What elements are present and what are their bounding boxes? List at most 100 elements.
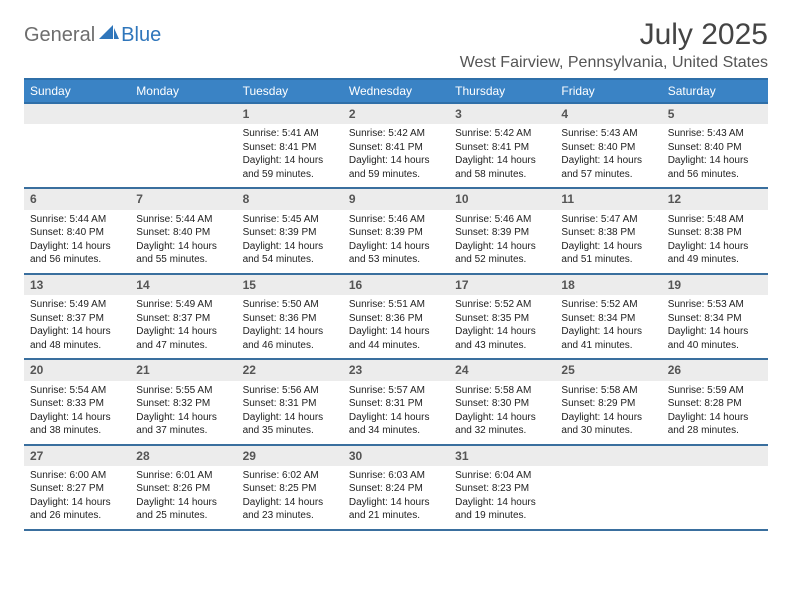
day-number: 5 bbox=[662, 104, 768, 124]
day-content: Sunrise: 5:45 AMSunset: 8:39 PMDaylight:… bbox=[237, 210, 343, 273]
day-number: 26 bbox=[662, 360, 768, 380]
day-cell-empty bbox=[130, 104, 236, 187]
sunrise-line: Sunrise: 5:46 AM bbox=[349, 213, 445, 227]
sunset-line: Sunset: 8:40 PM bbox=[668, 141, 764, 155]
header: General Blue July 2025 West Fairview, Pe… bbox=[24, 18, 768, 72]
daylight-line: Daylight: 14 hours and 28 minutes. bbox=[668, 411, 764, 438]
calendar-page: General Blue July 2025 West Fairview, Pe… bbox=[0, 0, 792, 531]
day-cell: 8Sunrise: 5:45 AMSunset: 8:39 PMDaylight… bbox=[237, 189, 343, 272]
daylight-line: Daylight: 14 hours and 32 minutes. bbox=[455, 411, 551, 438]
sunset-line: Sunset: 8:39 PM bbox=[243, 226, 339, 240]
day-number bbox=[555, 446, 661, 466]
daylight-line: Daylight: 14 hours and 35 minutes. bbox=[243, 411, 339, 438]
day-number: 24 bbox=[449, 360, 555, 380]
day-number: 19 bbox=[662, 275, 768, 295]
sunrise-line: Sunrise: 5:46 AM bbox=[455, 213, 551, 227]
day-cell: 9Sunrise: 5:46 AMSunset: 8:39 PMDaylight… bbox=[343, 189, 449, 272]
sunrise-line: Sunrise: 5:55 AM bbox=[136, 384, 232, 398]
day-content: Sunrise: 5:44 AMSunset: 8:40 PMDaylight:… bbox=[24, 210, 130, 273]
day-cell: 27Sunrise: 6:00 AMSunset: 8:27 PMDayligh… bbox=[24, 446, 130, 529]
day-number: 27 bbox=[24, 446, 130, 466]
day-cell: 15Sunrise: 5:50 AMSunset: 8:36 PMDayligh… bbox=[237, 275, 343, 358]
sunset-line: Sunset: 8:33 PM bbox=[30, 397, 126, 411]
day-content: Sunrise: 5:43 AMSunset: 8:40 PMDaylight:… bbox=[555, 124, 661, 187]
day-cell: 12Sunrise: 5:48 AMSunset: 8:38 PMDayligh… bbox=[662, 189, 768, 272]
day-number: 21 bbox=[130, 360, 236, 380]
day-content: Sunrise: 5:56 AMSunset: 8:31 PMDaylight:… bbox=[237, 381, 343, 444]
weekday-header-cell: Thursday bbox=[449, 80, 555, 102]
day-content: Sunrise: 5:46 AMSunset: 8:39 PMDaylight:… bbox=[449, 210, 555, 273]
day-cell: 31Sunrise: 6:04 AMSunset: 8:23 PMDayligh… bbox=[449, 446, 555, 529]
daylight-line: Daylight: 14 hours and 54 minutes. bbox=[243, 240, 339, 267]
day-number: 8 bbox=[237, 189, 343, 209]
sunset-line: Sunset: 8:40 PM bbox=[136, 226, 232, 240]
sunset-line: Sunset: 8:29 PM bbox=[561, 397, 657, 411]
week-row: 1Sunrise: 5:41 AMSunset: 8:41 PMDaylight… bbox=[24, 104, 768, 189]
logo-sail-icon bbox=[99, 25, 119, 39]
week-row: 20Sunrise: 5:54 AMSunset: 8:33 PMDayligh… bbox=[24, 360, 768, 445]
day-content: Sunrise: 5:51 AMSunset: 8:36 PMDaylight:… bbox=[343, 295, 449, 358]
sunrise-line: Sunrise: 6:00 AM bbox=[30, 469, 126, 483]
location-text: West Fairview, Pennsylvania, United Stat… bbox=[460, 54, 768, 72]
week-row: 27Sunrise: 6:00 AMSunset: 8:27 PMDayligh… bbox=[24, 446, 768, 531]
daylight-line: Daylight: 14 hours and 44 minutes. bbox=[349, 325, 445, 352]
day-cell: 18Sunrise: 5:52 AMSunset: 8:34 PMDayligh… bbox=[555, 275, 661, 358]
day-content: Sunrise: 5:54 AMSunset: 8:33 PMDaylight:… bbox=[24, 381, 130, 444]
day-number: 18 bbox=[555, 275, 661, 295]
weekday-header-cell: Saturday bbox=[662, 80, 768, 102]
day-cell: 23Sunrise: 5:57 AMSunset: 8:31 PMDayligh… bbox=[343, 360, 449, 443]
sunset-line: Sunset: 8:41 PM bbox=[455, 141, 551, 155]
day-content: Sunrise: 6:00 AMSunset: 8:27 PMDaylight:… bbox=[24, 466, 130, 529]
day-cell: 19Sunrise: 5:53 AMSunset: 8:34 PMDayligh… bbox=[662, 275, 768, 358]
day-cell: 3Sunrise: 5:42 AMSunset: 8:41 PMDaylight… bbox=[449, 104, 555, 187]
sunset-line: Sunset: 8:38 PM bbox=[668, 226, 764, 240]
sunset-line: Sunset: 8:37 PM bbox=[30, 312, 126, 326]
day-number: 2 bbox=[343, 104, 449, 124]
sunset-line: Sunset: 8:25 PM bbox=[243, 482, 339, 496]
sunset-line: Sunset: 8:23 PM bbox=[455, 482, 551, 496]
day-number: 16 bbox=[343, 275, 449, 295]
day-cell: 6Sunrise: 5:44 AMSunset: 8:40 PMDaylight… bbox=[24, 189, 130, 272]
daylight-line: Daylight: 14 hours and 59 minutes. bbox=[243, 154, 339, 181]
daylight-line: Daylight: 14 hours and 40 minutes. bbox=[668, 325, 764, 352]
day-number: 17 bbox=[449, 275, 555, 295]
day-number bbox=[662, 446, 768, 466]
day-cell-empty bbox=[662, 446, 768, 529]
weekday-header-cell: Sunday bbox=[24, 80, 130, 102]
day-number: 7 bbox=[130, 189, 236, 209]
daylight-line: Daylight: 14 hours and 23 minutes. bbox=[243, 496, 339, 523]
sunrise-line: Sunrise: 6:04 AM bbox=[455, 469, 551, 483]
week-row: 13Sunrise: 5:49 AMSunset: 8:37 PMDayligh… bbox=[24, 275, 768, 360]
sunset-line: Sunset: 8:39 PM bbox=[455, 226, 551, 240]
sunset-line: Sunset: 8:39 PM bbox=[349, 226, 445, 240]
day-number: 23 bbox=[343, 360, 449, 380]
day-cell-empty bbox=[24, 104, 130, 187]
sunrise-line: Sunrise: 5:56 AM bbox=[243, 384, 339, 398]
day-content: Sunrise: 5:47 AMSunset: 8:38 PMDaylight:… bbox=[555, 210, 661, 273]
day-cell: 26Sunrise: 5:59 AMSunset: 8:28 PMDayligh… bbox=[662, 360, 768, 443]
sunrise-line: Sunrise: 5:53 AM bbox=[668, 298, 764, 312]
day-cell: 7Sunrise: 5:44 AMSunset: 8:40 PMDaylight… bbox=[130, 189, 236, 272]
daylight-line: Daylight: 14 hours and 26 minutes. bbox=[30, 496, 126, 523]
day-cell: 25Sunrise: 5:58 AMSunset: 8:29 PMDayligh… bbox=[555, 360, 661, 443]
day-content: Sunrise: 6:03 AMSunset: 8:24 PMDaylight:… bbox=[343, 466, 449, 529]
daylight-line: Daylight: 14 hours and 21 minutes. bbox=[349, 496, 445, 523]
day-content: Sunrise: 5:55 AMSunset: 8:32 PMDaylight:… bbox=[130, 381, 236, 444]
sunset-line: Sunset: 8:40 PM bbox=[30, 226, 126, 240]
daylight-line: Daylight: 14 hours and 37 minutes. bbox=[136, 411, 232, 438]
day-content: Sunrise: 6:01 AMSunset: 8:26 PMDaylight:… bbox=[130, 466, 236, 529]
day-content: Sunrise: 5:48 AMSunset: 8:38 PMDaylight:… bbox=[662, 210, 768, 273]
sunrise-line: Sunrise: 5:50 AM bbox=[243, 298, 339, 312]
sunset-line: Sunset: 8:32 PM bbox=[136, 397, 232, 411]
sunrise-line: Sunrise: 5:54 AM bbox=[30, 384, 126, 398]
sunset-line: Sunset: 8:41 PM bbox=[243, 141, 339, 155]
logo-text-general: General bbox=[24, 24, 95, 47]
sunrise-line: Sunrise: 5:49 AM bbox=[30, 298, 126, 312]
sunset-line: Sunset: 8:31 PM bbox=[349, 397, 445, 411]
day-content: Sunrise: 6:02 AMSunset: 8:25 PMDaylight:… bbox=[237, 466, 343, 529]
day-content: Sunrise: 5:50 AMSunset: 8:36 PMDaylight:… bbox=[237, 295, 343, 358]
weekday-header-row: SundayMondayTuesdayWednesdayThursdayFrid… bbox=[24, 78, 768, 104]
day-number: 3 bbox=[449, 104, 555, 124]
sunset-line: Sunset: 8:24 PM bbox=[349, 482, 445, 496]
daylight-line: Daylight: 14 hours and 49 minutes. bbox=[668, 240, 764, 267]
